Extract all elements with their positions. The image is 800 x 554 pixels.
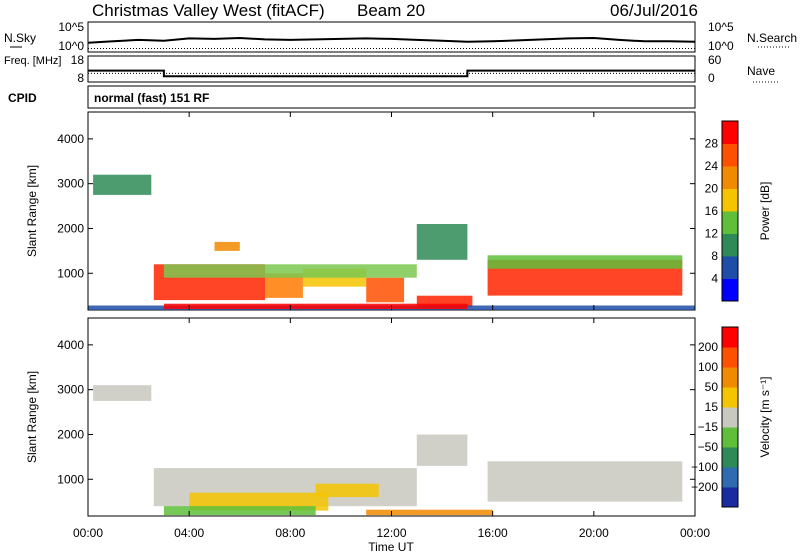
- velocity-colorbar-segment: [722, 427, 738, 448]
- power-colorbar-tick-label: 16: [705, 204, 719, 218]
- velocity-colorbar-segment: [722, 327, 738, 348]
- power-echo-region: [487, 255, 683, 269]
- nave-tick-top: 60: [708, 53, 722, 67]
- velocity-echo-region: [163, 506, 316, 516]
- freq-panel-frame: [87, 55, 696, 83]
- velocity-colorbar-tick-label: −200: [691, 480, 718, 494]
- sky-noise-line: [87, 36, 696, 44]
- velocity-colorbar-tick-label: 100: [698, 360, 718, 374]
- power-colorbar-segment: [722, 278, 738, 302]
- power-colorbar-segment: [722, 143, 738, 167]
- station-title: Christmas Valley West (fitACF): [92, 1, 325, 20]
- x-tick-label: 12:00: [376, 526, 406, 540]
- power-colorbar-segment: [722, 188, 738, 212]
- velocity-y-tick-label: 4000: [57, 338, 84, 352]
- velocity-colorbar-segment: [722, 467, 738, 488]
- power-colorbar-segment: [722, 233, 738, 257]
- velocity-echo-region: [487, 461, 683, 502]
- nsearch-tick-bottom: 10^0: [708, 39, 734, 53]
- power-colorbar-tick-label: 24: [705, 159, 719, 173]
- nave-tick-bottom: 0: [708, 71, 715, 85]
- power-heatmap: [88, 174, 695, 310]
- power-colorbar-frame: [721, 120, 739, 302]
- nsky-label: N.Sky: [4, 31, 36, 45]
- power-y-tick-label: 2000: [57, 221, 84, 235]
- velocity-colorbar-tick-label: 15: [705, 400, 719, 414]
- x-tick-label: 00:00: [680, 526, 710, 540]
- velocity-colorbar-segment: [722, 487, 738, 508]
- x-tick-label: 16:00: [478, 526, 508, 540]
- power-colorbar-title: Power [dB]: [758, 182, 772, 241]
- freq-series: [88, 69, 695, 78]
- power-echo-region: [163, 264, 417, 278]
- nsky-series: [87, 36, 696, 49]
- power-colorbar-tick-label: 8: [711, 249, 718, 263]
- x-tick-label: 08:00: [275, 526, 305, 540]
- freq-tick-top: 18: [71, 53, 85, 67]
- power-y-tick-label: 1000: [57, 266, 84, 280]
- nave-label: Nave: [747, 64, 775, 78]
- nsky-tick-top: 10^5: [58, 20, 84, 34]
- power-colorbar-segment: [722, 121, 738, 144]
- power-echo-region: [416, 295, 473, 307]
- velocity-echo-region: [416, 434, 468, 466]
- velocity-colorbar-segment: [722, 387, 738, 408]
- power-colorbar-segment: [722, 166, 738, 189]
- power-colorbar-segment: [722, 256, 738, 279]
- frequency-line: [88, 69, 695, 78]
- nsky-panel-frame: [87, 21, 696, 53]
- velocity-echo-region: [366, 509, 493, 516]
- velocity-colorbar-segment: [722, 447, 738, 468]
- x-axis-title: Time UT: [368, 540, 414, 554]
- power-echo-region: [214, 241, 240, 251]
- power-echo-region: [163, 303, 468, 310]
- power-echo-region: [416, 224, 468, 260]
- velocity-colorbar-tick-label: −15: [698, 420, 719, 434]
- velocity-echo-region: [315, 483, 379, 498]
- power-axes: 1000 2000 3000 4000 Slant Range [km]: [25, 112, 696, 310]
- power-colorbar-tick-label: 28: [705, 137, 719, 151]
- cpid-text: normal (fast) 151 RF: [94, 91, 209, 105]
- power-y-tick-label: 3000: [57, 177, 84, 191]
- power-y-tick-label: 4000: [57, 132, 84, 146]
- velocity-colorbar-segment: [722, 407, 738, 428]
- freq-label: Freq. [MHz]: [4, 55, 61, 67]
- velocity-colorbar-tick-label: −50: [698, 440, 719, 454]
- velocity-colorbar-segment: [722, 347, 738, 368]
- velocity-colorbar-tick-label: −100: [691, 460, 718, 474]
- x-tick-label: 00:00: [73, 526, 103, 540]
- power-colorbar-tick-label: 20: [705, 182, 719, 196]
- nsky-tick-bottom: 10^0: [58, 39, 84, 53]
- velocity-colorbar-tick-label: 200: [698, 340, 718, 354]
- date-title: 06/Jul/2016: [610, 1, 698, 20]
- power-echo-region: [366, 277, 405, 303]
- velocity-colorbar-segment: [722, 367, 738, 388]
- power-colorbar-segment: [722, 211, 738, 234]
- power-echo-region: [93, 174, 152, 195]
- velocity-colorbar-title: Velocity [m s⁻¹]: [758, 376, 772, 457]
- nsearch-tick-top: 10^5: [708, 20, 734, 34]
- power-colorbar-tick-label: 12: [705, 227, 719, 241]
- velocity-colorbar: 200 100 50 15 −15 −50 −100 −200 Velocity [m s⁻¹]: [691, 326, 772, 508]
- velocity-y-tick-label: 1000: [57, 472, 84, 486]
- beam-title: Beam 20: [357, 1, 425, 20]
- freq-tick-bottom: 8: [77, 71, 84, 85]
- velocity-y-tick-label: 2000: [57, 427, 84, 441]
- velocity-colorbar-tick-label: 50: [705, 380, 719, 394]
- power-colorbar: 4 8 12 16 20 24 28 Power [dB]: [705, 120, 772, 302]
- velocity-axes: 00:00 04:00 08:00 12:00 16:00 20:00 00:00 1000 2…: [25, 318, 710, 540]
- x-tick-label: 04:00: [174, 526, 204, 540]
- x-tick-label: 20:00: [579, 526, 609, 540]
- velocity-y-axis-title: Slant Range [km]: [25, 371, 39, 463]
- velocity-heatmap: [93, 385, 683, 516]
- nsearch-label: N.Search: [747, 31, 797, 45]
- power-colorbar-tick-label: 4: [711, 272, 718, 286]
- velocity-y-tick-label: 3000: [57, 383, 84, 397]
- cpid-panel-frame: [87, 85, 696, 109]
- velocity-colorbar-frame: [721, 326, 739, 508]
- velocity-echo-region: [93, 385, 152, 401]
- power-y-axis-title: Slant Range [km]: [25, 165, 39, 257]
- cpid-label: CPID: [8, 91, 37, 105]
